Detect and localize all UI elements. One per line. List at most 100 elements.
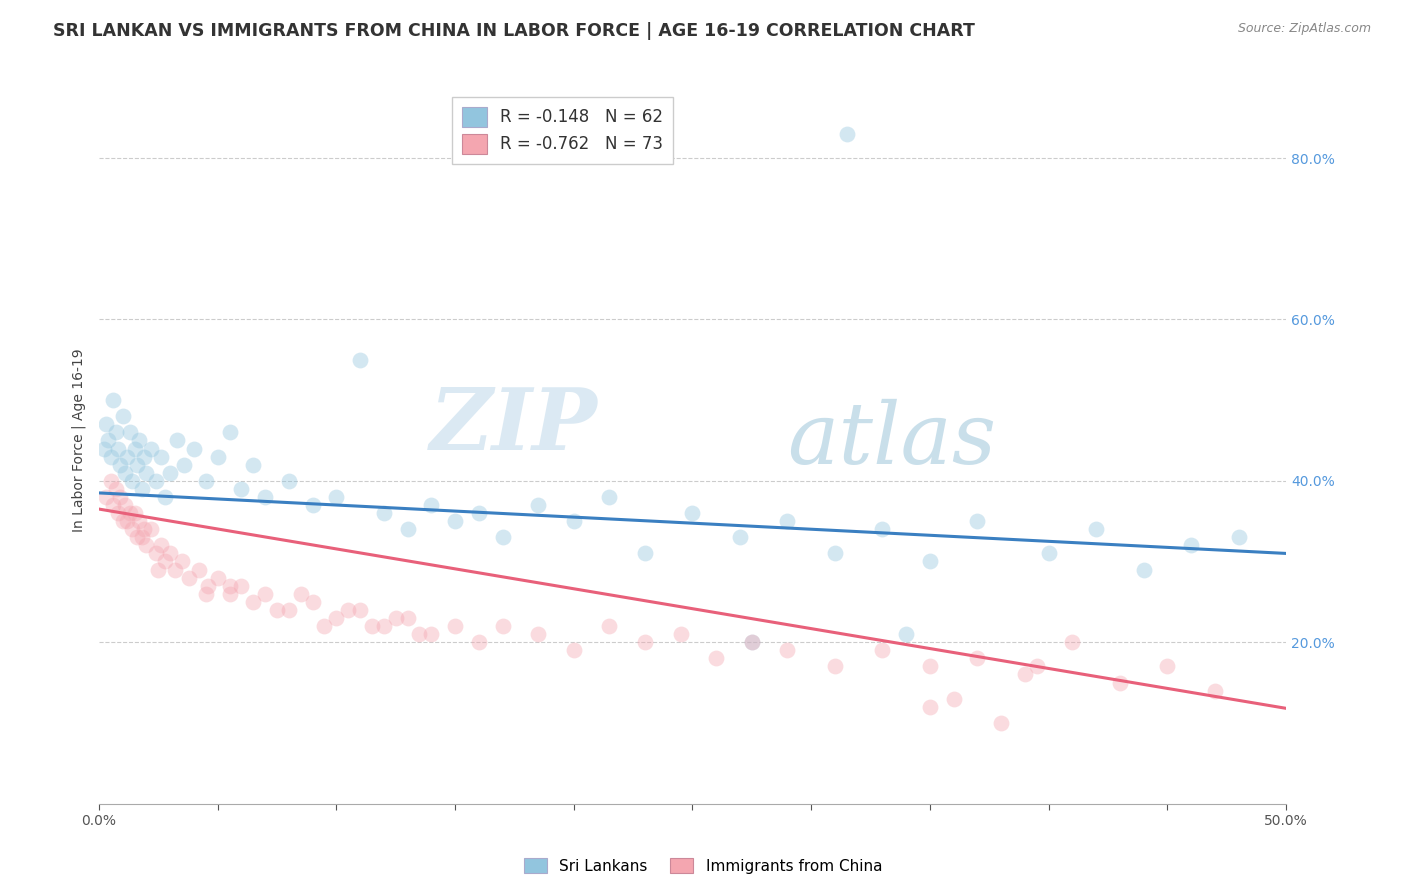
Point — [107, 442, 129, 456]
Point — [207, 571, 229, 585]
Point — [491, 530, 513, 544]
Point — [872, 643, 894, 657]
Point — [468, 635, 491, 649]
Point — [741, 635, 763, 649]
Point — [1156, 659, 1178, 673]
Point — [97, 434, 120, 448]
Point — [135, 466, 157, 480]
Point — [93, 442, 115, 456]
Point — [349, 603, 371, 617]
Point — [598, 490, 620, 504]
Point — [373, 619, 395, 633]
Point — [491, 619, 513, 633]
Point — [254, 587, 277, 601]
Point — [145, 474, 167, 488]
Point — [894, 627, 917, 641]
Point — [100, 450, 122, 464]
Point — [218, 587, 240, 601]
Point — [128, 434, 150, 448]
Point — [277, 603, 299, 617]
Point — [1025, 659, 1047, 673]
Point — [149, 538, 172, 552]
Point — [966, 514, 988, 528]
Point — [117, 514, 139, 528]
Point — [118, 506, 141, 520]
Point — [159, 546, 181, 560]
Y-axis label: In Labor Force | Age 16-19: In Labor Force | Age 16-19 — [72, 349, 86, 533]
Point — [634, 635, 657, 649]
Point — [242, 595, 264, 609]
Point — [194, 474, 217, 488]
Point — [349, 352, 371, 367]
Point — [420, 498, 443, 512]
Point — [872, 522, 894, 536]
Point — [155, 490, 177, 504]
Legend: Sri Lankans, Immigrants from China: Sri Lankans, Immigrants from China — [517, 852, 889, 880]
Point — [361, 619, 384, 633]
Point — [337, 603, 360, 617]
Point — [728, 530, 751, 544]
Text: ZIP: ZIP — [430, 384, 598, 467]
Legend: R = -0.148   N = 62, R = -0.762   N = 73: R = -0.148 N = 62, R = -0.762 N = 73 — [451, 96, 673, 164]
Point — [187, 563, 209, 577]
Point — [408, 627, 430, 641]
Point — [124, 506, 146, 520]
Point — [197, 579, 219, 593]
Point — [444, 619, 467, 633]
Point — [776, 514, 799, 528]
Point — [101, 498, 124, 512]
Point — [835, 127, 858, 141]
Point — [179, 571, 201, 585]
Point — [290, 587, 312, 601]
Point — [125, 458, 148, 472]
Point — [420, 627, 443, 641]
Point — [325, 611, 347, 625]
Point — [562, 514, 585, 528]
Point — [942, 691, 965, 706]
Point — [527, 627, 550, 641]
Point — [325, 490, 347, 504]
Point — [173, 458, 195, 472]
Point — [1062, 635, 1084, 649]
Point — [373, 506, 395, 520]
Point — [141, 522, 163, 536]
Point — [1085, 522, 1108, 536]
Point — [527, 498, 550, 512]
Point — [111, 409, 134, 424]
Point — [149, 450, 172, 464]
Point — [776, 643, 799, 657]
Point — [114, 498, 136, 512]
Point — [242, 458, 264, 472]
Point — [155, 554, 177, 568]
Point — [183, 442, 205, 456]
Point — [121, 522, 143, 536]
Point — [669, 627, 692, 641]
Point — [104, 425, 127, 440]
Point — [231, 482, 253, 496]
Point — [468, 506, 491, 520]
Point — [94, 490, 117, 504]
Point — [384, 611, 406, 625]
Point — [824, 659, 846, 673]
Point — [110, 458, 132, 472]
Point — [121, 474, 143, 488]
Point — [990, 715, 1012, 730]
Point — [125, 530, 148, 544]
Point — [301, 595, 323, 609]
Point — [132, 450, 155, 464]
Point — [1180, 538, 1202, 552]
Point — [704, 651, 727, 665]
Point — [145, 546, 167, 560]
Point — [1204, 683, 1226, 698]
Point — [159, 466, 181, 480]
Point — [114, 466, 136, 480]
Point — [918, 699, 941, 714]
Text: SRI LANKAN VS IMMIGRANTS FROM CHINA IN LABOR FORCE | AGE 16-19 CORRELATION CHART: SRI LANKAN VS IMMIGRANTS FROM CHINA IN L… — [53, 22, 976, 40]
Point — [824, 546, 846, 560]
Point — [562, 643, 585, 657]
Point — [101, 393, 124, 408]
Point — [135, 538, 157, 552]
Point — [100, 474, 122, 488]
Point — [1108, 675, 1130, 690]
Point — [166, 434, 188, 448]
